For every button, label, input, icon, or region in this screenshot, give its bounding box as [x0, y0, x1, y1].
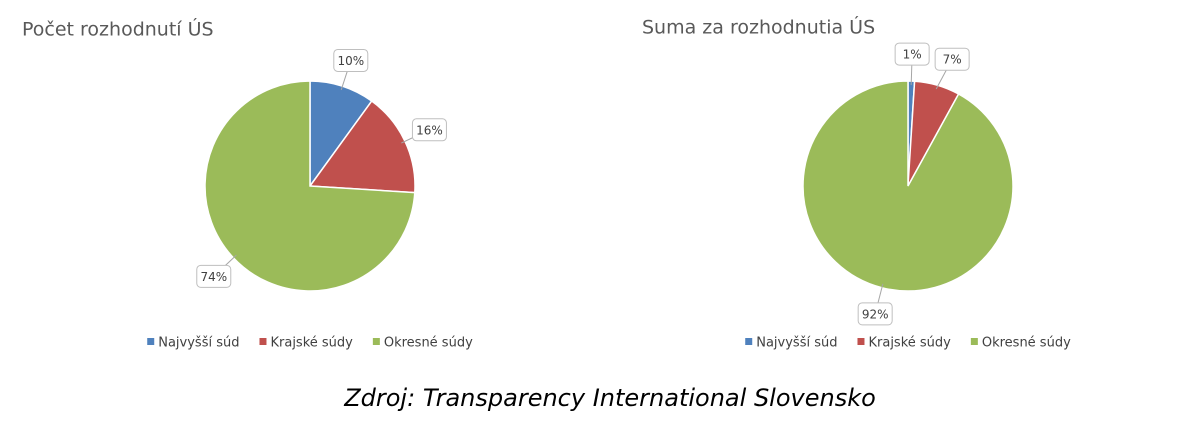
data-label: 1% [903, 48, 922, 62]
chart-title: Suma za rozhodnutia ÚS [642, 15, 875, 39]
label-box [857, 302, 893, 326]
legend-label: Okresné súdy [982, 336, 1071, 351]
legend-label: Najvyšší súd [756, 336, 837, 351]
legend-label: Krajské súdy [270, 336, 353, 351]
legend: Najvyšší súd Krajské súdy Okresné súdy [147, 336, 473, 351]
label-box [411, 118, 447, 142]
pie-slice [802, 80, 1014, 292]
caption: Zdroj: Transparency International Sloven… [343, 384, 876, 412]
legend-swatch [857, 338, 865, 345]
data-label: 74% [200, 270, 227, 284]
data-label: 10% [337, 54, 364, 68]
legend-label: Najvyšší súd [158, 336, 239, 351]
legend-label: Okresné súdy [384, 336, 473, 351]
label-box [196, 264, 232, 288]
legend-swatch [147, 338, 155, 345]
label-box [934, 47, 970, 71]
label-box [894, 42, 930, 66]
data-label: 7% [943, 53, 962, 67]
data-label: 16% [416, 123, 443, 137]
legend-swatch [259, 338, 267, 345]
legend-swatch [745, 338, 753, 345]
legend: Najvyšší súd Krajské súdy Okresné súdy [745, 336, 1071, 351]
legend-label: Krajské súdy [868, 336, 951, 351]
data-label: 92% [862, 307, 889, 321]
legend-swatch [372, 338, 380, 345]
label-box [333, 48, 369, 72]
legend-swatch [970, 338, 978, 345]
chart-title: Počet rozhodnutí ÚS [22, 17, 214, 41]
